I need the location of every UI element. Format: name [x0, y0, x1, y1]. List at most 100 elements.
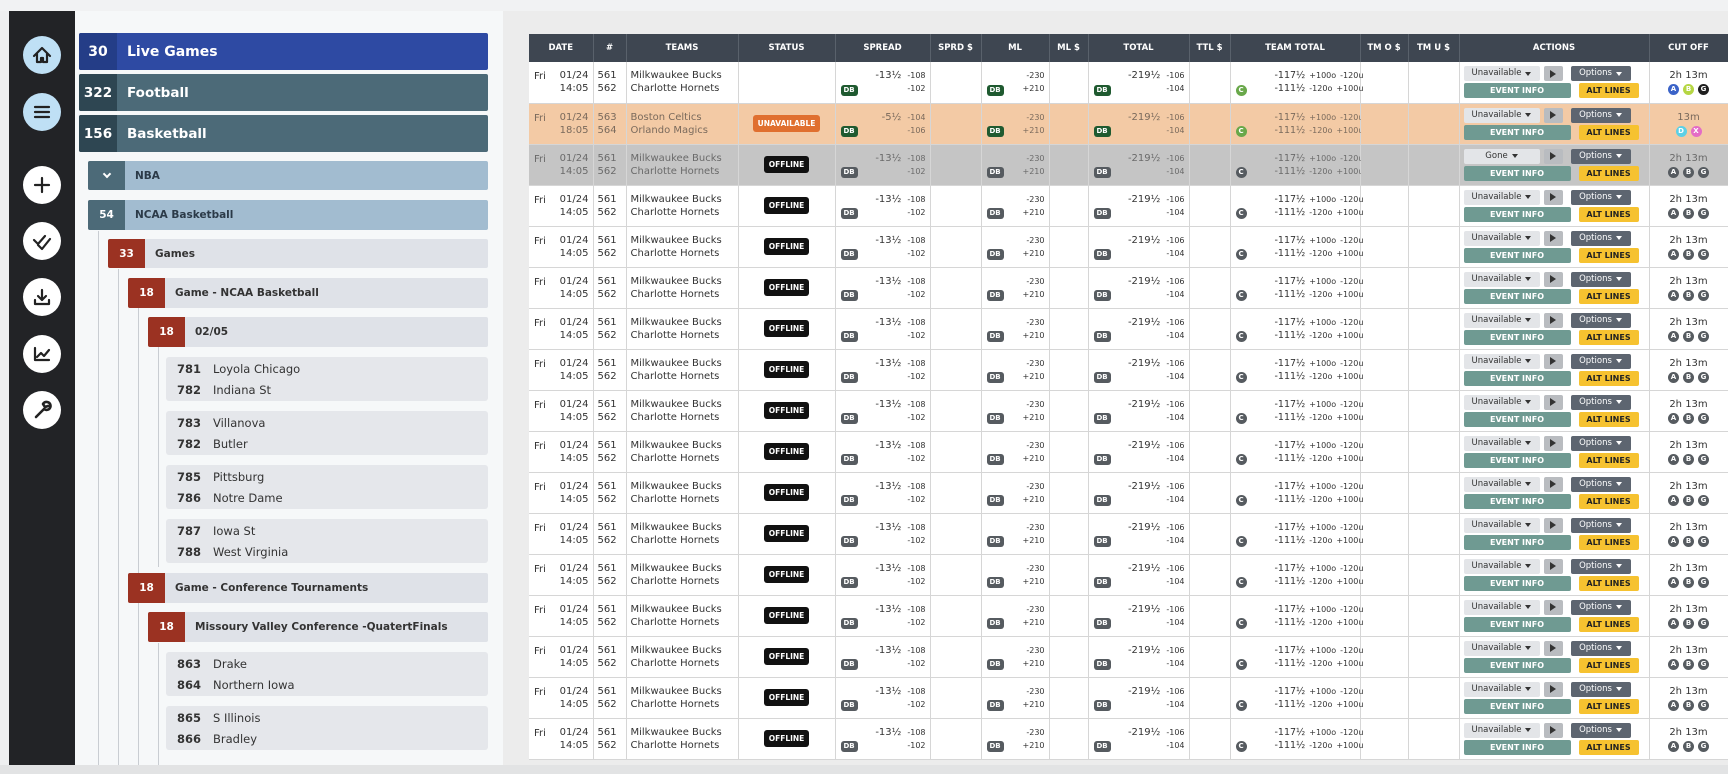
event-info-button[interactable]: EVENT INFO: [1463, 575, 1571, 591]
line-badge[interactable]: DB: [1093, 740, 1111, 752]
line-badge[interactable]: DB: [986, 330, 1004, 342]
options-button[interactable]: Options: [1570, 230, 1631, 246]
alt-lines-button[interactable]: ALT LINES: [1578, 452, 1639, 468]
line-badge[interactable]: DB: [986, 740, 1004, 752]
cutoff-flag[interactable]: A: [1668, 166, 1679, 178]
alt-lines-button[interactable]: ALT LINES: [1578, 575, 1639, 591]
cutoff-flag[interactable]: A: [1668, 371, 1679, 383]
line-badge[interactable]: C: [1235, 535, 1247, 547]
chart-button[interactable]: [23, 335, 61, 373]
line-badge[interactable]: C: [1235, 166, 1247, 178]
line-badge[interactable]: DB: [840, 699, 858, 711]
line-badge[interactable]: DB: [1093, 166, 1111, 178]
state-select[interactable]: Unavailable: [1463, 681, 1540, 697]
event-info-button[interactable]: EVENT INFO: [1463, 452, 1571, 468]
cutoff-flag[interactable]: B: [1683, 248, 1694, 260]
menu-button[interactable]: [23, 93, 61, 131]
cutoff-flag[interactable]: G: [1698, 207, 1709, 219]
state-select[interactable]: Unavailable: [1463, 558, 1540, 574]
tree-item[interactable]: 322 Football: [79, 74, 488, 111]
event-info-button[interactable]: EVENT INFO: [1463, 370, 1571, 386]
cutoff-flag[interactable]: A: [1668, 453, 1679, 465]
cutoff-flag[interactable]: X: [1690, 125, 1702, 137]
line-badge[interactable]: C: [1235, 740, 1247, 752]
tree-item[interactable]: 18 Game - NCAA Basketball: [128, 278, 488, 308]
alt-lines-button[interactable]: ALT LINES: [1578, 83, 1639, 99]
play-button[interactable]: [1543, 66, 1563, 82]
line-badge[interactable]: DB: [1093, 371, 1111, 383]
alt-lines-button[interactable]: ALT LINES: [1578, 124, 1639, 140]
matchup-card[interactable]: 783 Villanova 782 Butler: [166, 411, 488, 455]
alt-lines-button[interactable]: ALT LINES: [1578, 698, 1639, 714]
options-button[interactable]: Options: [1570, 271, 1631, 287]
line-badge[interactable]: DB: [840, 453, 858, 465]
alt-lines-button[interactable]: ALT LINES: [1578, 329, 1639, 345]
line-badge[interactable]: DB: [986, 207, 1004, 219]
play-button[interactable]: [1543, 189, 1563, 205]
alt-lines-button[interactable]: ALT LINES: [1578, 370, 1639, 386]
cutoff-flag[interactable]: A: [1668, 494, 1679, 506]
matchup-card[interactable]: 865 S Illinois 866 Bradley: [166, 706, 488, 750]
cutoff-flag[interactable]: G: [1698, 330, 1709, 342]
line-badge[interactable]: DB: [1093, 576, 1111, 588]
play-button[interactable]: [1543, 394, 1563, 410]
cutoff-flag[interactable]: G: [1698, 576, 1709, 588]
cutoff-flag[interactable]: A: [1668, 248, 1679, 260]
line-badge[interactable]: DB: [986, 699, 1004, 711]
line-badge[interactable]: DB: [840, 576, 858, 588]
play-button[interactable]: [1543, 230, 1563, 246]
line-badge[interactable]: DB: [840, 207, 858, 219]
line-badge[interactable]: DB: [986, 248, 1004, 260]
cutoff-flag[interactable]: G: [1698, 699, 1709, 711]
play-button[interactable]: [1543, 722, 1563, 738]
cutoff-flag[interactable]: G: [1698, 371, 1709, 383]
state-select[interactable]: Unavailable: [1463, 640, 1540, 656]
cutoff-flag[interactable]: B: [1683, 740, 1694, 752]
alt-lines-button[interactable]: ALT LINES: [1578, 616, 1639, 632]
event-info-button[interactable]: EVENT INFO: [1463, 534, 1571, 550]
options-button[interactable]: Options: [1570, 640, 1631, 656]
options-button[interactable]: Options: [1570, 148, 1631, 164]
line-badge[interactable]: DB: [986, 494, 1004, 506]
line-badge[interactable]: DB: [1093, 453, 1111, 465]
cutoff-flag[interactable]: A: [1668, 535, 1679, 547]
line-badge[interactable]: C: [1235, 412, 1247, 424]
line-badge[interactable]: DB: [1093, 617, 1111, 629]
play-button[interactable]: [1543, 435, 1563, 451]
alt-lines-button[interactable]: ALT LINES: [1578, 288, 1639, 304]
line-badge[interactable]: C: [1235, 699, 1247, 711]
options-button[interactable]: Options: [1570, 394, 1631, 410]
state-select[interactable]: Unavailable: [1463, 66, 1540, 82]
options-button[interactable]: Options: [1570, 312, 1631, 328]
play-button[interactable]: [1543, 681, 1563, 697]
cutoff-flag[interactable]: B: [1683, 289, 1694, 301]
event-info-button[interactable]: EVENT INFO: [1463, 247, 1571, 263]
cutoff-flag[interactable]: A: [1668, 699, 1679, 711]
line-badge[interactable]: DB: [1093, 289, 1111, 301]
play-button[interactable]: [1543, 271, 1563, 287]
line-badge[interactable]: DB: [986, 535, 1004, 547]
cutoff-flag[interactable]: A: [1668, 289, 1679, 301]
event-info-button[interactable]: EVENT INFO: [1463, 83, 1571, 99]
event-info-button[interactable]: EVENT INFO: [1463, 739, 1571, 755]
cutoff-flag[interactable]: B: [1683, 371, 1694, 383]
state-select[interactable]: Unavailable: [1463, 189, 1540, 205]
tree-item[interactable]: 30 Live Games: [79, 33, 488, 70]
line-badge[interactable]: DB: [840, 289, 858, 301]
line-badge[interactable]: DB: [1093, 207, 1111, 219]
alt-lines-button[interactable]: ALT LINES: [1578, 247, 1639, 263]
line-badge[interactable]: DB: [1093, 84, 1111, 96]
check-button[interactable]: [23, 222, 61, 260]
options-button[interactable]: Options: [1570, 517, 1631, 533]
line-badge[interactable]: C: [1235, 289, 1247, 301]
state-select[interactable]: Unavailable: [1463, 230, 1540, 246]
options-button[interactable]: Options: [1570, 476, 1631, 492]
tree-item[interactable]: 18 02/05: [148, 317, 488, 347]
cutoff-flag[interactable]: G: [1698, 412, 1709, 424]
cutoff-flag[interactable]: G: [1698, 535, 1709, 547]
cutoff-flag[interactable]: A: [1668, 207, 1679, 219]
event-info-button[interactable]: EVENT INFO: [1463, 698, 1571, 714]
line-badge[interactable]: DB: [840, 740, 858, 752]
line-badge[interactable]: DB: [986, 125, 1004, 137]
event-info-button[interactable]: EVENT INFO: [1463, 493, 1571, 509]
